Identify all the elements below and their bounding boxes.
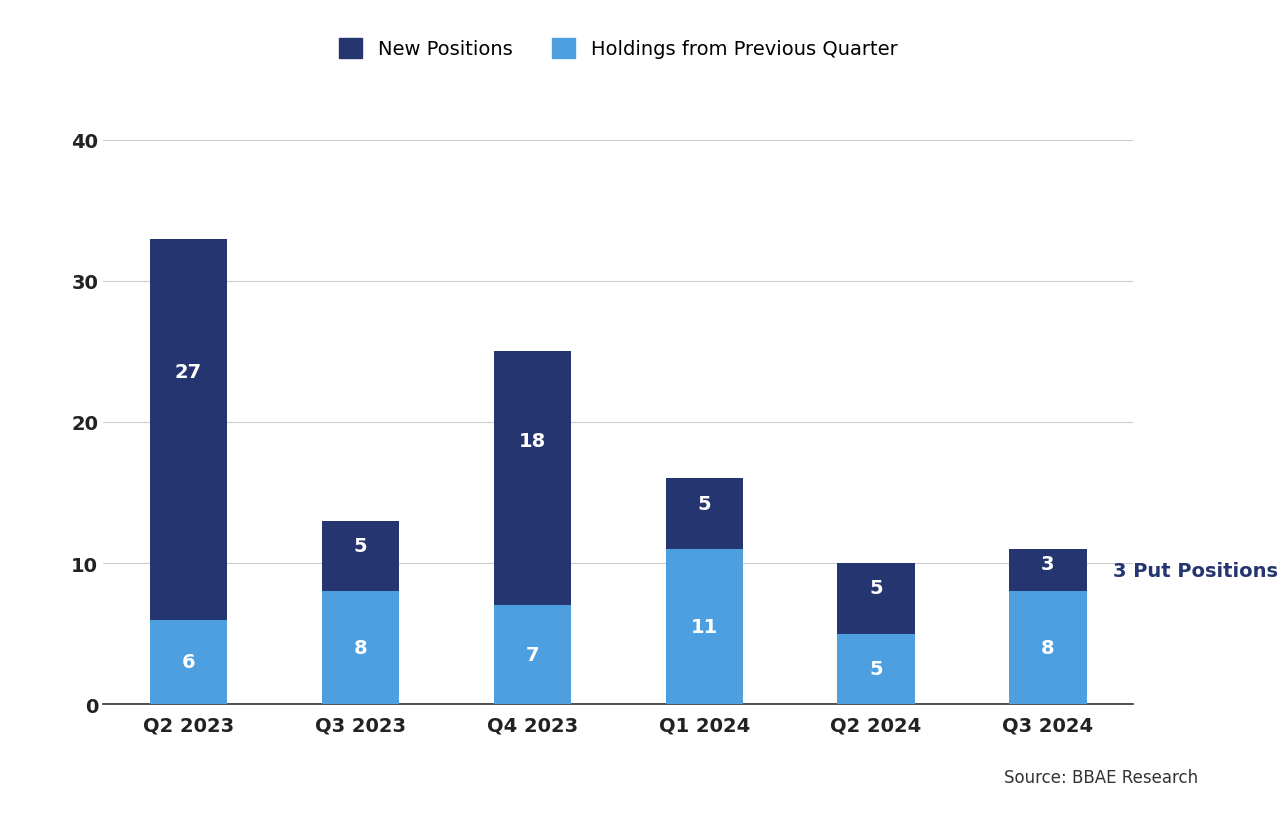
Bar [149, 239, 227, 620]
Bar [1010, 591, 1087, 704]
Text: 5: 5 [869, 659, 882, 679]
Bar [149, 620, 227, 704]
Bar [493, 352, 571, 606]
Bar [837, 563, 914, 634]
Text: 5: 5 [697, 494, 711, 513]
Bar [837, 634, 914, 704]
Text: 8: 8 [354, 639, 367, 658]
Text: 5: 5 [869, 578, 882, 598]
Text: 7: 7 [526, 645, 540, 664]
Text: 6: 6 [182, 653, 196, 672]
Text: Source: BBAE Research: Source: BBAE Research [1003, 768, 1198, 786]
Text: 18: 18 [519, 432, 546, 450]
Text: 3 Put Positions: 3 Put Positions [1113, 561, 1278, 580]
Text: 8: 8 [1041, 639, 1055, 658]
Bar [1010, 550, 1087, 591]
Text: 3: 3 [1041, 554, 1055, 573]
Bar [666, 550, 743, 704]
Bar [493, 606, 571, 704]
Legend: New Positions, Holdings from Previous Quarter: New Positions, Holdings from Previous Qu… [330, 29, 907, 69]
Bar [666, 479, 743, 550]
Text: 5: 5 [354, 536, 367, 555]
Text: 11: 11 [690, 618, 717, 636]
Bar [322, 521, 399, 591]
Text: 27: 27 [175, 363, 202, 382]
Bar [322, 591, 399, 704]
